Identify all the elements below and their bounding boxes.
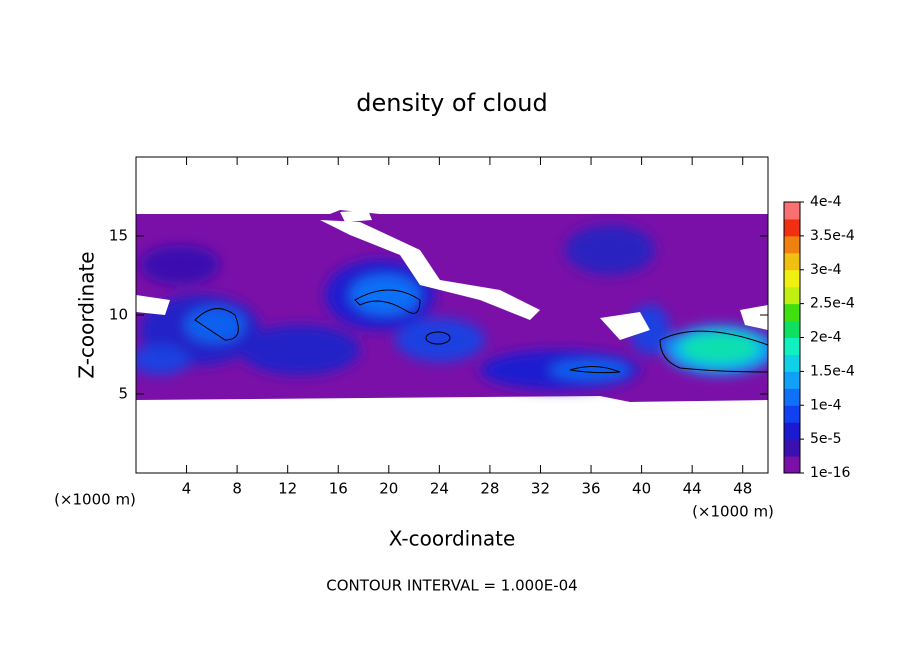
colorbar-swatch — [784, 202, 800, 220]
colorbar-swatch — [784, 269, 800, 288]
y-unit-label: (×1000 m) — [54, 491, 136, 509]
colorbar-swatch — [784, 388, 800, 406]
colorbar-swatch — [784, 337, 800, 355]
colorbar-label: 2e-4 — [810, 330, 842, 346]
x-tick-label: 8 — [232, 480, 242, 498]
x-unit-label: (×1000 m) — [692, 503, 774, 521]
colorbar-swatch — [784, 320, 800, 338]
y-tick-label: 15 — [109, 227, 128, 245]
x-tick-label: 16 — [329, 480, 348, 498]
x-tick-label: 20 — [379, 480, 398, 498]
x-tick-label: 44 — [683, 480, 702, 498]
colorbar-swatch — [784, 439, 800, 457]
x-tick-label: 36 — [581, 480, 600, 498]
contour-interval-note: CONTOUR INTERVAL = 1.000E-04 — [326, 577, 577, 595]
x-tick-label: 48 — [733, 480, 752, 498]
colorbar-swatch — [784, 354, 800, 372]
colorbar-swatch — [784, 422, 800, 440]
colorbar-label: 3.5e-4 — [810, 228, 855, 244]
colorbar-label: 5e-5 — [810, 431, 841, 447]
colorbar-label: 4e-4 — [810, 194, 842, 210]
colorbar-label: 1e-4 — [810, 397, 842, 413]
colorbar-swatch — [784, 456, 800, 474]
x-tick-label: 28 — [480, 480, 499, 498]
x-tick-label: 12 — [278, 480, 297, 498]
y-tick-label: 5 — [118, 385, 128, 403]
colorbar-swatch — [784, 286, 800, 305]
colorbar-label: 1e-16 — [810, 465, 850, 481]
colorbar-swatch — [784, 252, 800, 271]
colorbar-swatch — [784, 235, 800, 254]
colorbar-swatch — [784, 218, 800, 237]
colorbar-label: 3e-4 — [810, 262, 842, 278]
contour-field — [136, 210, 768, 402]
x-tick-label: 4 — [182, 480, 192, 498]
x-tick-label: 24 — [430, 480, 449, 498]
colorbar-label: 2.5e-4 — [810, 296, 855, 312]
colorbar-label: 1.5e-4 — [810, 363, 855, 379]
colorbar-swatch — [784, 303, 800, 322]
chart-title: density of cloud — [356, 89, 547, 117]
colorbar-swatch — [784, 405, 800, 423]
x-axis-label: X-coordinate — [389, 527, 516, 551]
y-tick-label: 10 — [109, 306, 128, 324]
colorbar-swatch — [784, 371, 800, 389]
y-axis-label: Z-coordinate — [75, 251, 99, 378]
x-tick-label: 32 — [531, 480, 550, 498]
x-tick-label: 40 — [632, 480, 651, 498]
